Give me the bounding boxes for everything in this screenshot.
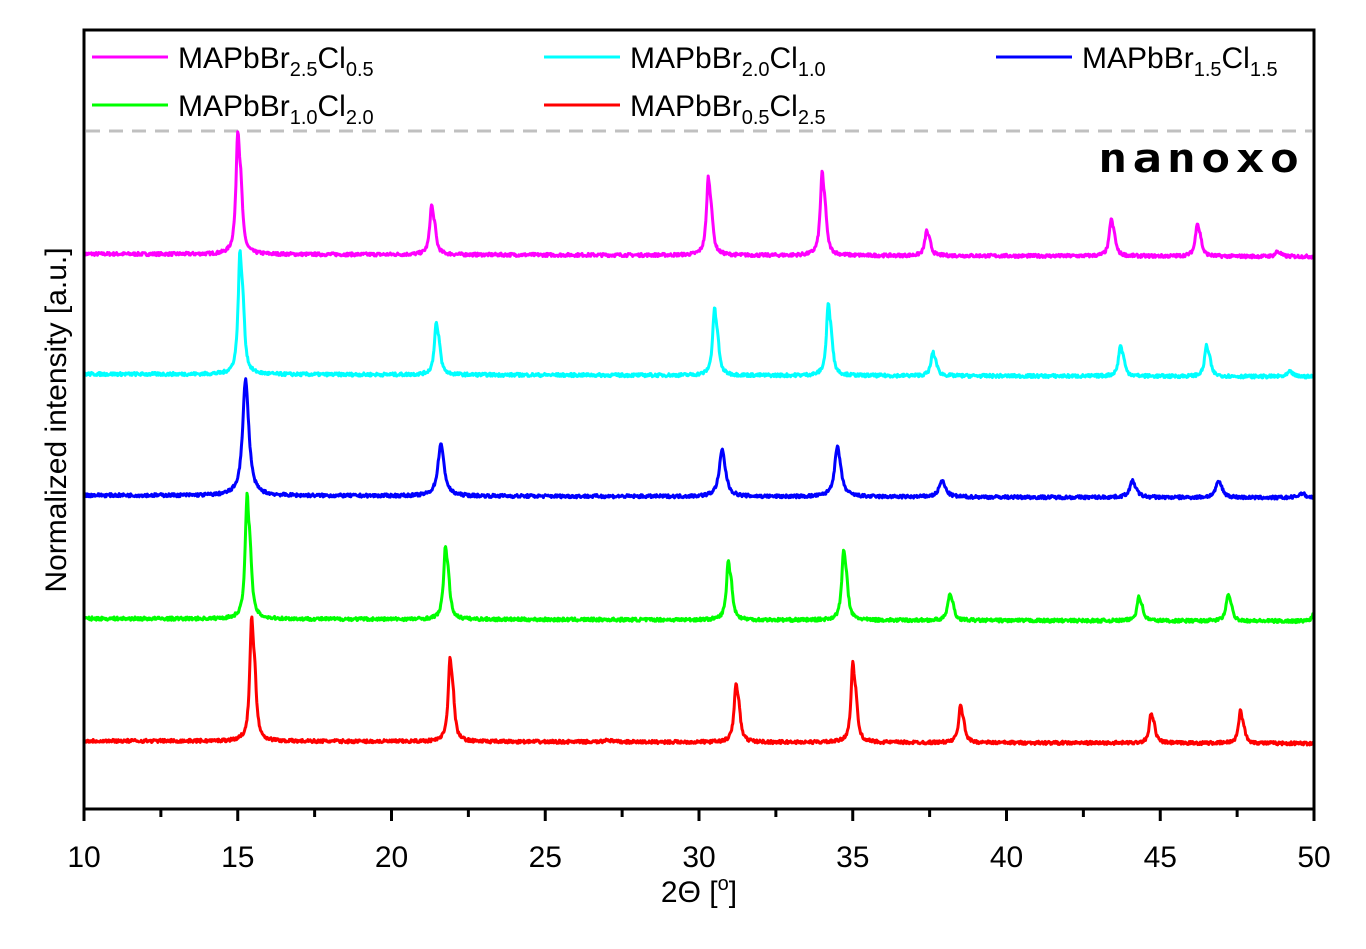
x-tick-label: 20 xyxy=(375,841,408,874)
legend-label-sub2: 1.0 xyxy=(798,59,826,81)
y-axis-label: Normalized intensity [a.u.] xyxy=(40,247,73,592)
legend-label-sub1: 0.5 xyxy=(742,107,770,129)
legend: MAPbBr2.5Cl0.5 MAPbBr2.0Cl1.0 MAPbBr1.5Cl1… xyxy=(92,42,1278,129)
legend-label-sub2: 1.5 xyxy=(1250,59,1278,81)
x-tick-label: 10 xyxy=(67,841,100,874)
legend-label-base: MAPbBr xyxy=(1082,42,1194,75)
legend-label-base: MAPbBr xyxy=(630,90,742,123)
x-axis-label-main: 2Θ [ xyxy=(661,876,718,909)
legend-label-base: MAPbBr xyxy=(630,42,742,75)
legend-label-base: MAPbBr xyxy=(178,42,290,75)
legend-label-sub1: 2.0 xyxy=(742,59,770,81)
legend-label-mid: Cl xyxy=(770,90,798,123)
legend-label-sub1: 1.0 xyxy=(290,107,318,129)
legend-item: MAPbBr1.0Cl2.0 xyxy=(92,90,374,129)
x-axis-label: 2Θ [o] xyxy=(661,873,737,909)
legend-label: MAPbBr1.0Cl2.0 xyxy=(178,90,374,129)
x-tick-label: 50 xyxy=(1297,841,1330,874)
legend-item: MAPbBr2.0Cl1.0 xyxy=(544,42,826,81)
legend-label-sub2: 2.5 xyxy=(798,107,826,129)
legend-label: MAPbBr0.5Cl2.5 xyxy=(630,90,826,129)
x-tick-label: 30 xyxy=(682,841,715,874)
x-tick-label: 25 xyxy=(529,841,562,874)
legend-label-mid: Cl xyxy=(318,90,346,123)
legend-item: MAPbBr1.5Cl1.5 xyxy=(996,42,1278,81)
x-axis-ticks: 10 15 20 25 30 35 40 45 50 xyxy=(67,809,1331,874)
legend-label-sub2: 0.5 xyxy=(346,59,374,81)
series-line-2 xyxy=(82,377,1316,501)
x-tick-label: 35 xyxy=(836,841,869,874)
x-axis-label-end: ] xyxy=(729,876,737,909)
legend-label-sub1: 1.5 xyxy=(1194,59,1222,81)
series-line-1 xyxy=(82,249,1316,380)
x-tick-label: 40 xyxy=(990,841,1023,874)
series-lines xyxy=(82,130,1316,747)
legend-label-mid: Cl xyxy=(318,42,346,75)
legend-label-sub2: 2.0 xyxy=(346,107,374,129)
legend-item: MAPbBr2.5Cl0.5 xyxy=(92,42,374,81)
legend-label: MAPbBr2.0Cl1.0 xyxy=(630,42,826,81)
legend-label-base: MAPbBr xyxy=(178,90,290,123)
legend-label: MAPbBr2.5Cl0.5 xyxy=(178,42,374,81)
legend-label-mid: Cl xyxy=(770,42,798,75)
x-axis-label-sup: o xyxy=(718,873,729,895)
series-line-0 xyxy=(82,130,1315,260)
nanoxo-logo: nanoxo xyxy=(1098,136,1304,182)
legend-label: MAPbBr1.5Cl1.5 xyxy=(1082,42,1278,81)
x-tick-label: 15 xyxy=(221,841,254,874)
legend-label-mid: Cl xyxy=(1222,42,1250,75)
legend-item: MAPbBr0.5Cl2.5 xyxy=(544,90,826,129)
x-tick-label: 45 xyxy=(1144,841,1177,874)
series-line-4 xyxy=(82,615,1316,747)
legend-label-sub1: 2.5 xyxy=(290,59,318,81)
series-line-3 xyxy=(83,491,1315,625)
